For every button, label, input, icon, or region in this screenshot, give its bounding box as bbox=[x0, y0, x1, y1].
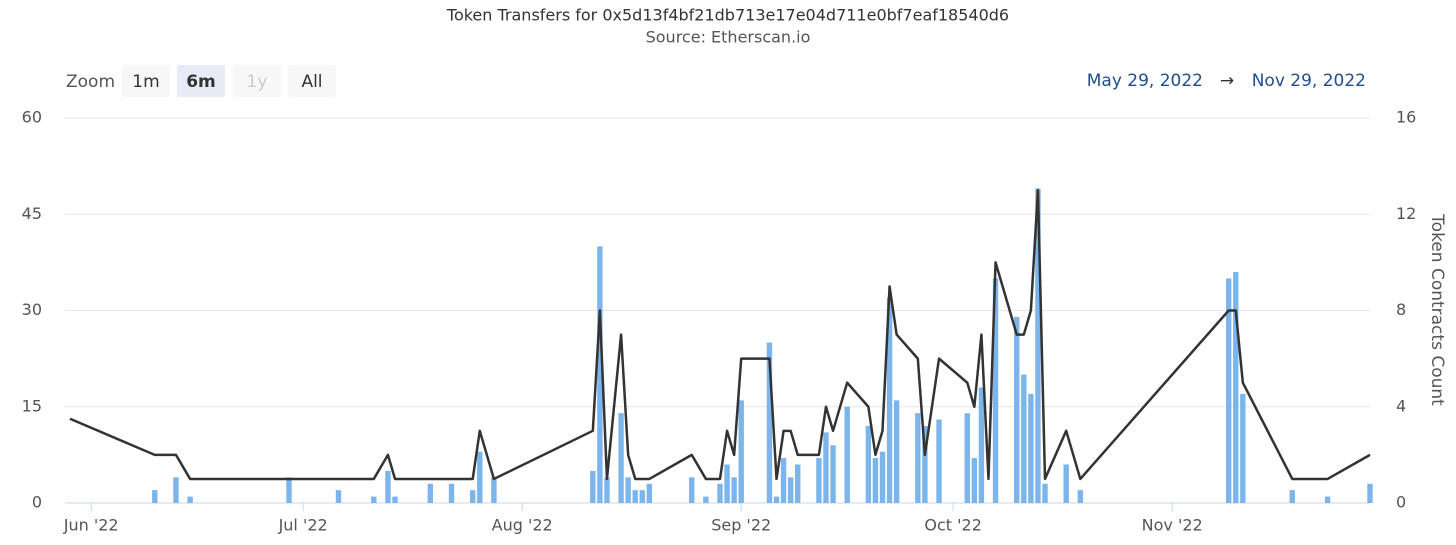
bar bbox=[992, 278, 999, 503]
bar bbox=[1063, 464, 1069, 503]
x-tick-label: Aug '22 bbox=[492, 516, 553, 535]
x-tick-label: Sep '22 bbox=[711, 516, 771, 535]
bar bbox=[470, 490, 476, 503]
bar bbox=[964, 413, 970, 503]
bar bbox=[618, 413, 624, 503]
bar bbox=[392, 496, 398, 503]
bar bbox=[625, 477, 631, 503]
bar bbox=[830, 445, 836, 503]
x-tick-label: Jul '22 bbox=[278, 516, 328, 535]
bar bbox=[1028, 393, 1034, 503]
bar bbox=[448, 483, 455, 503]
bar bbox=[1077, 490, 1084, 503]
y-tick-label: 60 bbox=[22, 108, 42, 127]
y2-tick-label: 16 bbox=[1396, 108, 1416, 127]
bar bbox=[787, 477, 794, 503]
chart-subtitle: Source: Etherscan.io bbox=[646, 28, 811, 47]
bar bbox=[286, 477, 292, 503]
range-from[interactable]: May 29, 2022 bbox=[1087, 71, 1203, 91]
bar bbox=[844, 406, 850, 503]
bar bbox=[187, 496, 193, 503]
line bbox=[69, 188, 1371, 481]
bar bbox=[816, 458, 822, 503]
bar bbox=[731, 477, 737, 503]
y-tick-label: 30 bbox=[22, 300, 42, 319]
bar bbox=[427, 483, 434, 503]
bar bbox=[872, 458, 879, 503]
bar bbox=[371, 496, 377, 503]
bar bbox=[1225, 278, 1232, 503]
bar bbox=[865, 426, 872, 503]
zoom-button-label[interactable]: 1m bbox=[132, 72, 159, 92]
bar bbox=[703, 496, 709, 503]
zoom-button-label[interactable]: All bbox=[301, 72, 322, 92]
bar bbox=[646, 483, 653, 503]
bar bbox=[590, 470, 596, 503]
zoom-button-label: 1y bbox=[247, 72, 268, 92]
bar bbox=[1021, 374, 1027, 503]
bar bbox=[597, 246, 603, 504]
bar bbox=[1042, 483, 1048, 503]
y2-tick-label: 0 bbox=[1396, 493, 1406, 512]
x-tick-label: Jun '22 bbox=[63, 516, 119, 535]
zoom-button[interactable] bbox=[122, 65, 170, 97]
zoom-button[interactable] bbox=[288, 65, 336, 97]
zoom-label: Zoom bbox=[66, 72, 115, 92]
bar bbox=[915, 413, 921, 503]
bar bbox=[766, 342, 773, 503]
bar bbox=[922, 426, 928, 503]
bar bbox=[1367, 483, 1373, 503]
bar bbox=[971, 458, 978, 503]
x-tick-label: Oct '22 bbox=[924, 516, 982, 535]
y2-tick-label: 12 bbox=[1396, 204, 1416, 223]
bar bbox=[738, 400, 744, 503]
bar bbox=[823, 432, 829, 503]
bar bbox=[724, 464, 730, 503]
bar bbox=[717, 483, 723, 503]
y-tick-label: 15 bbox=[22, 396, 42, 415]
bar bbox=[604, 477, 610, 503]
bar bbox=[152, 490, 158, 503]
bar bbox=[1289, 490, 1295, 503]
zoom-button[interactable] bbox=[177, 65, 225, 97]
bar bbox=[773, 496, 780, 503]
bar bbox=[1233, 272, 1239, 503]
chart-title: Token Transfers for 0x5d13f4bf21db713e17… bbox=[446, 6, 1009, 25]
y-tick-label: 45 bbox=[22, 204, 42, 223]
bar bbox=[335, 490, 342, 503]
zoom-button bbox=[233, 65, 281, 97]
bar bbox=[1035, 188, 1041, 504]
bar bbox=[886, 297, 893, 503]
bar bbox=[893, 400, 900, 503]
range-to[interactable]: Nov 29, 2022 bbox=[1252, 71, 1366, 91]
bar bbox=[780, 458, 787, 503]
bar bbox=[385, 470, 391, 503]
bar bbox=[795, 464, 801, 503]
x-tick-label: Nov '22 bbox=[1142, 516, 1203, 535]
y-tick-label: 0 bbox=[32, 493, 42, 512]
y2-axis-title: Token Contracts Count bbox=[1427, 213, 1447, 406]
bar bbox=[1324, 496, 1331, 503]
bar bbox=[1240, 393, 1246, 503]
bar bbox=[491, 477, 497, 503]
zoom-button-label[interactable]: 6m bbox=[186, 72, 216, 92]
bar bbox=[639, 490, 645, 503]
bar bbox=[689, 477, 695, 503]
y2-tick-label: 4 bbox=[1396, 396, 1406, 415]
bar bbox=[936, 419, 942, 503]
bar bbox=[879, 451, 886, 503]
range-arrow: → bbox=[1220, 71, 1234, 91]
bar bbox=[632, 490, 638, 503]
bar bbox=[477, 451, 483, 503]
y2-tick-label: 8 bbox=[1396, 300, 1406, 319]
bar bbox=[1014, 316, 1020, 503]
bar bbox=[978, 387, 985, 503]
bar bbox=[173, 477, 179, 503]
